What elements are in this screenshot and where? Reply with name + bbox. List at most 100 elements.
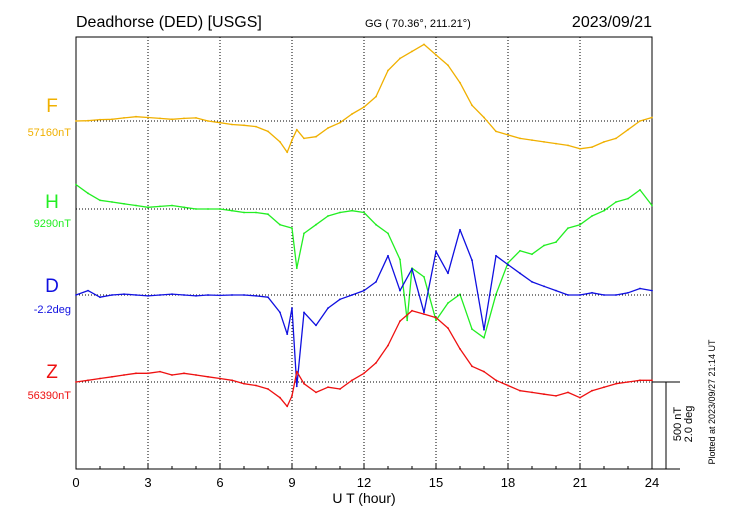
data-point-f: [459, 81, 461, 84]
data-point-z: [207, 375, 209, 378]
data-point-f: [291, 139, 293, 142]
data-point-f: [387, 69, 389, 72]
data-point-f: [471, 104, 473, 107]
data-point-d: [543, 285, 545, 288]
data-point-d: [471, 259, 473, 262]
data-point-f: [603, 141, 605, 143]
data-point-h: [363, 211, 365, 214]
data-point-d: [111, 294, 113, 296]
data-point-d: [243, 294, 245, 296]
data-point-d: [423, 311, 425, 314]
data-point-h: [483, 336, 485, 339]
data-point-z: [159, 370, 161, 373]
data-point-z: [267, 388, 269, 390]
data-point-z: [171, 374, 173, 376]
series-baseline-z: 56390nT: [28, 390, 72, 402]
data-point-h: [315, 223, 317, 226]
data-point-f: [243, 124, 245, 127]
data-point-h: [183, 206, 185, 209]
data-point-h: [87, 192, 89, 195]
data-point-d: [267, 296, 269, 299]
data-point-z: [639, 379, 641, 382]
data-point-d: [183, 294, 185, 296]
data-point-h: [543, 244, 545, 247]
x-tick-label: 0: [72, 475, 79, 490]
data-point-f: [639, 120, 641, 122]
data-point-z: [363, 372, 365, 375]
data-point-f: [75, 120, 77, 122]
x-tick-label: 21: [573, 475, 587, 490]
series-name-z: Z: [46, 362, 58, 383]
data-point-d: [411, 268, 413, 270]
data-point-f: [519, 137, 521, 140]
data-point-d: [387, 254, 389, 257]
data-point-z: [183, 372, 185, 375]
data-point-z: [351, 379, 353, 382]
data-point-z: [387, 344, 389, 347]
x-tick-label: 6: [216, 475, 223, 490]
data-point-f: [543, 141, 545, 143]
data-point-f: [231, 123, 233, 126]
data-point-z: [471, 365, 473, 368]
data-point-d: [351, 294, 353, 296]
data-point-f: [87, 119, 89, 122]
data-point-d: [75, 294, 77, 296]
data-point-f: [423, 43, 425, 46]
data-point-d: [507, 263, 509, 266]
x-tick-label: 3: [144, 475, 151, 490]
data-point-z: [231, 379, 233, 382]
data-point-h: [651, 204, 653, 207]
data-point-d: [627, 291, 629, 294]
x-tick-label: 15: [429, 475, 443, 490]
x-tick-label: 12: [357, 475, 371, 490]
data-point-h: [471, 328, 473, 330]
data-point-f: [555, 142, 557, 145]
data-point-d: [459, 228, 461, 231]
data-point-z: [327, 386, 329, 389]
data-point-d: [87, 289, 89, 292]
data-point-z: [255, 384, 257, 387]
data-point-f: [531, 139, 533, 142]
data-point-h: [435, 319, 437, 322]
data-point-d: [171, 293, 173, 295]
data-point-z: [135, 372, 137, 375]
data-point-z: [459, 348, 461, 350]
data-point-f: [363, 106, 365, 108]
data-point-h: [207, 208, 209, 210]
data-point-d: [495, 254, 497, 257]
data-point-f: [207, 120, 209, 122]
data-point-f: [303, 137, 305, 140]
data-point-z: [315, 391, 317, 394]
data-point-h: [406, 319, 409, 322]
data-point-d: [295, 385, 298, 388]
data-point-h: [591, 215, 593, 217]
series-baseline-h: 9290nT: [34, 218, 72, 230]
x-tick-label: 18: [501, 475, 515, 490]
data-point-d: [327, 307, 329, 309]
data-point-h: [567, 227, 569, 230]
data-point-h: [375, 223, 377, 226]
data-point-z: [286, 405, 289, 408]
data-point-f: [579, 147, 581, 150]
data-point-h: [267, 213, 269, 216]
station-title: Deadhorse (DED) [USGS]: [76, 14, 262, 31]
data-point-f: [483, 116, 485, 119]
data-point-h: [555, 241, 557, 244]
plotted-note: Plotted at 2023/09/27 21:14 UT: [707, 339, 717, 465]
data-point-d: [555, 289, 557, 292]
data-point-z: [591, 389, 593, 392]
data-point-z: [615, 382, 617, 385]
data-point-z: [123, 374, 125, 376]
data-point-z: [147, 372, 149, 375]
data-point-f: [111, 118, 113, 121]
x-tick-label: 24: [645, 475, 659, 490]
data-point-f: [315, 135, 317, 138]
data-point-d: [531, 281, 533, 283]
data-point-h: [171, 204, 173, 207]
data-point-h: [531, 253, 533, 256]
data-point-f: [295, 128, 298, 131]
data-point-z: [519, 389, 521, 392]
series-name-h: H: [45, 192, 59, 213]
data-point-f: [135, 115, 137, 118]
data-point-z: [651, 379, 653, 382]
